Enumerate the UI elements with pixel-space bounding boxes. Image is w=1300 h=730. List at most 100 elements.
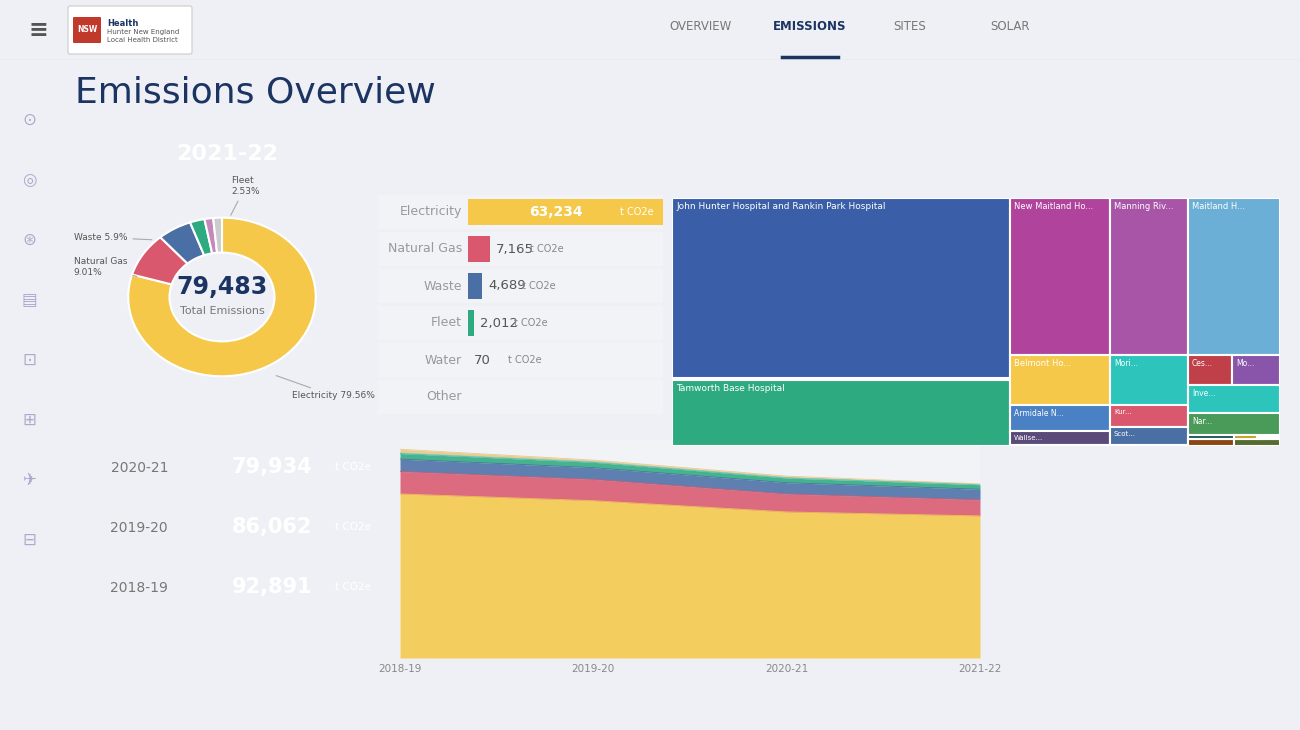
Text: t CO2e: t CO2e (335, 462, 370, 472)
Wedge shape (129, 218, 316, 376)
Text: ⊙: ⊙ (22, 111, 36, 129)
Bar (1232, 355, 1280, 385)
Bar (1188, 435, 1234, 439)
Text: Tamworth Base Hospital: Tamworth Base Hospital (676, 384, 785, 393)
Bar (468, 199, 663, 225)
Bar (1010, 198, 1110, 355)
Text: Total Emissions: Total Emissions (179, 307, 264, 316)
FancyBboxPatch shape (68, 6, 192, 54)
Bar (1010, 431, 1110, 445)
Text: Armidale N...: Armidale N... (1014, 409, 1063, 418)
Text: 4,689: 4,689 (489, 280, 526, 293)
Bar (378, 232, 663, 266)
Text: 2019-20: 2019-20 (111, 521, 168, 535)
Text: Electricity 79.56%: Electricity 79.56% (276, 376, 376, 401)
Wedge shape (190, 219, 212, 256)
Bar (1188, 355, 1232, 385)
Text: t CO2e: t CO2e (523, 281, 556, 291)
Text: Natural Gas: Natural Gas (387, 242, 462, 255)
Wedge shape (204, 218, 217, 253)
Text: EMISSIONS: EMISSIONS (774, 20, 846, 33)
Text: SITES: SITES (893, 20, 927, 33)
Wedge shape (160, 223, 204, 264)
Text: Belmont Ho...: Belmont Ho... (1014, 359, 1071, 368)
Bar (1110, 427, 1188, 445)
Bar (1110, 355, 1188, 405)
Bar (378, 343, 663, 377)
Bar (1110, 445, 1188, 446)
Text: ✈: ✈ (22, 471, 36, 489)
Text: Electricity: Electricity (399, 206, 461, 218)
Text: t CO2e: t CO2e (620, 207, 654, 217)
Text: Mori...: Mori... (1114, 359, 1138, 368)
Text: t CO2e: t CO2e (335, 582, 370, 592)
Text: NSW: NSW (77, 26, 98, 34)
Text: 79,483: 79,483 (177, 275, 268, 299)
Text: ≡: ≡ (29, 18, 48, 42)
Text: t CO2e: t CO2e (515, 318, 547, 328)
Wedge shape (213, 218, 222, 253)
Bar (672, 198, 1010, 378)
Text: 92,891: 92,891 (231, 577, 312, 597)
Text: Scot...: Scot... (1114, 431, 1136, 437)
Bar (1234, 439, 1280, 446)
Text: ◎: ◎ (22, 171, 36, 189)
Text: 2021-22: 2021-22 (176, 144, 278, 164)
Bar (1110, 405, 1188, 427)
Text: Fleet: Fleet (432, 317, 462, 329)
Text: Emissions Overview: Emissions Overview (75, 75, 436, 110)
Bar (672, 380, 1010, 446)
Text: SOLAR: SOLAR (991, 20, 1030, 33)
Text: 2,012: 2,012 (480, 317, 519, 329)
Text: John Hunter Hospital and Rankin Park Hospital: John Hunter Hospital and Rankin Park Hos… (676, 202, 885, 211)
Text: Ces...: Ces... (1192, 359, 1213, 368)
Text: Waste: Waste (424, 280, 462, 293)
Text: Nar...: Nar... (1192, 417, 1212, 426)
Bar (1188, 198, 1280, 355)
Bar (1234, 435, 1257, 439)
Text: ⊞: ⊞ (22, 411, 36, 429)
Text: 79,934: 79,934 (231, 457, 312, 477)
Bar (1188, 439, 1234, 446)
FancyBboxPatch shape (73, 17, 101, 43)
Text: Natural Gas
9.01%: Natural Gas 9.01% (74, 258, 136, 277)
Text: Fleet
2.53%: Fleet 2.53% (231, 177, 260, 215)
Text: ▤: ▤ (21, 291, 36, 309)
Text: Waste 5.9%: Waste 5.9% (74, 233, 152, 242)
Bar (378, 195, 663, 229)
Text: ⊟: ⊟ (22, 531, 36, 549)
Wedge shape (133, 237, 187, 285)
Bar (468, 273, 482, 299)
Text: t CO2e: t CO2e (508, 355, 542, 365)
Text: 2020-21: 2020-21 (111, 461, 168, 475)
Bar (378, 380, 663, 414)
Bar (1110, 198, 1188, 355)
Bar (1188, 413, 1280, 435)
Text: Mo...: Mo... (1236, 359, 1254, 368)
Bar (1257, 437, 1280, 439)
Text: ⊛: ⊛ (22, 231, 36, 249)
Text: 63,234: 63,234 (529, 205, 582, 219)
Text: Maitland H...: Maitland H... (1192, 202, 1245, 211)
Text: Inve...: Inve... (1192, 389, 1216, 398)
Text: 70: 70 (474, 353, 491, 366)
Text: Kur...: Kur... (1114, 409, 1131, 415)
Text: t CO2e: t CO2e (530, 244, 564, 254)
Text: Manning Riv...: Manning Riv... (1114, 202, 1174, 211)
Text: New Maitland Ho...: New Maitland Ho... (1014, 202, 1093, 211)
Text: Other: Other (426, 391, 462, 404)
Text: OVERVIEW: OVERVIEW (670, 20, 731, 33)
Text: t CO2e: t CO2e (335, 522, 370, 532)
Text: Water: Water (425, 353, 462, 366)
Text: Hunter New England: Hunter New England (107, 29, 179, 35)
Text: Health: Health (107, 18, 138, 28)
Bar (468, 236, 490, 262)
Bar (1188, 385, 1280, 413)
Bar (1010, 445, 1110, 446)
Bar (1010, 405, 1110, 431)
Text: Local Health District: Local Health District (107, 37, 178, 43)
Text: 2018-19: 2018-19 (111, 581, 168, 595)
Text: ⊡: ⊡ (22, 351, 36, 369)
Text: 86,062: 86,062 (231, 517, 312, 537)
Bar (468, 310, 474, 336)
